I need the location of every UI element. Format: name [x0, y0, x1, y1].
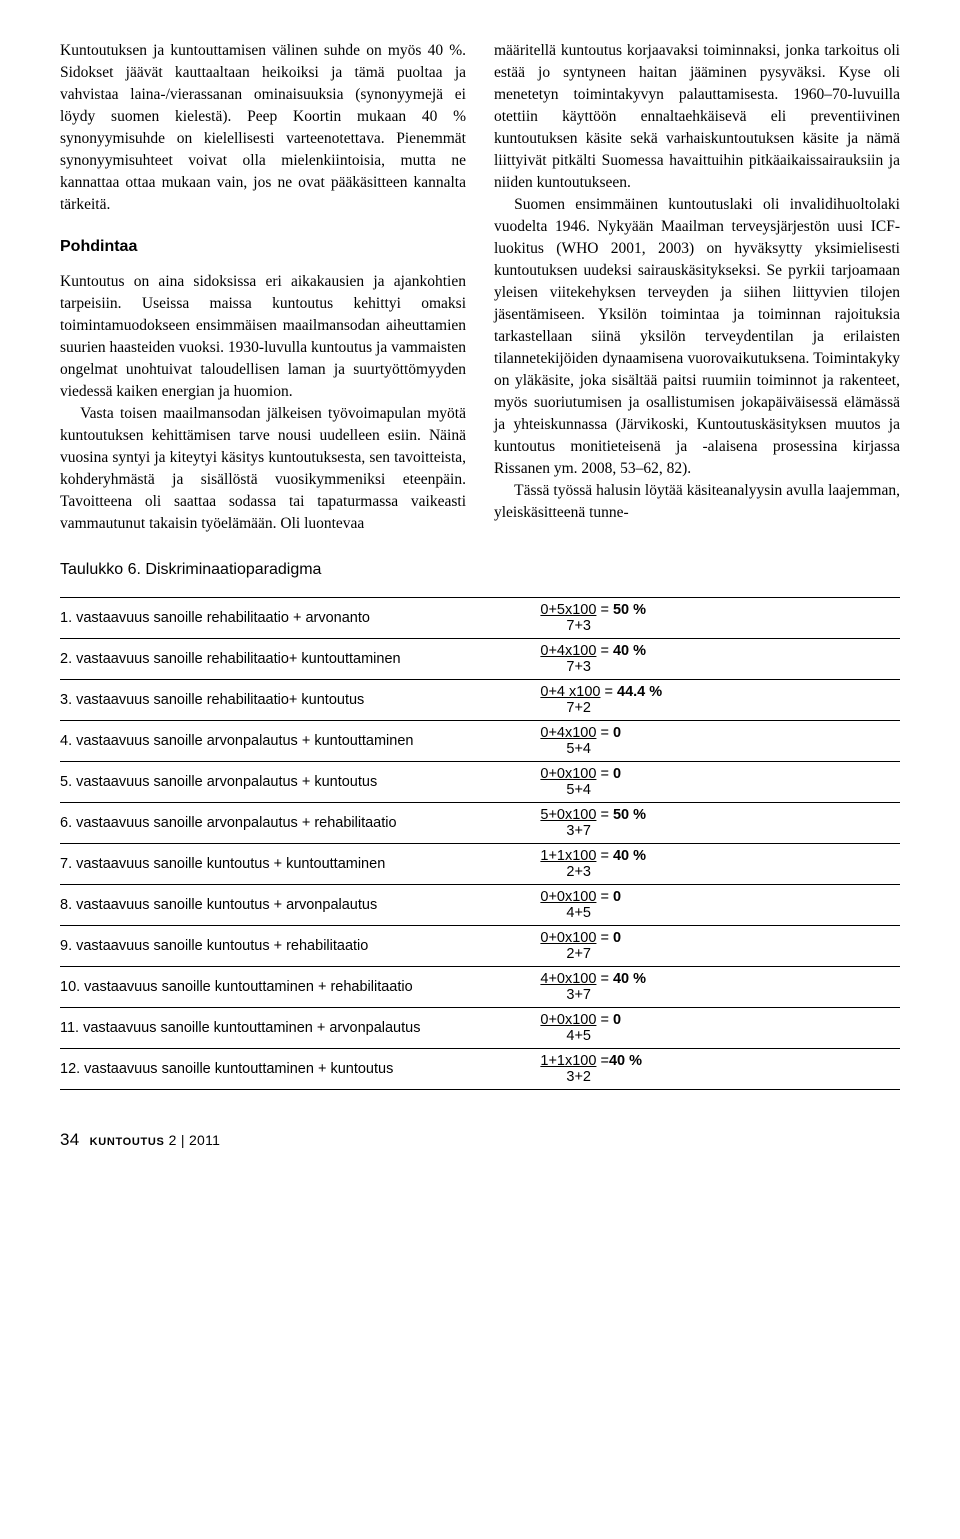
row-formula: 4+0x100 = 40 %3+7 [530, 971, 900, 1003]
table-row: 5. vastaavuus sanoille arvonpalautus + k… [60, 762, 900, 803]
page-footer: 34 KUNTOUTUS 2 | 2011 [60, 1130, 900, 1150]
row-label: 10. vastaavuus sanoille kuntouttaminen +… [60, 971, 530, 1003]
row-formula: 0+4x100 = 40 %7+3 [530, 643, 900, 675]
row-label: 8. vastaavuus sanoille kuntoutus + arvon… [60, 889, 530, 921]
page-container: Kuntoutuksen ja kuntouttamisen välinen s… [0, 0, 960, 1170]
table-row: 4. vastaavuus sanoille arvonpalautus + k… [60, 721, 900, 762]
table-row: 9. vastaavuus sanoille kuntoutus + rehab… [60, 926, 900, 967]
body-paragraph: Kuntoutuksen ja kuntouttamisen välinen s… [60, 40, 466, 216]
row-label: 6. vastaavuus sanoille arvonpalautus + r… [60, 807, 530, 839]
row-label: 9. vastaavuus sanoille kuntoutus + rehab… [60, 930, 530, 962]
row-formula: 0+4 x100 = 44.4 %7+2 [530, 684, 900, 716]
row-label: 4. vastaavuus sanoille arvonpalautus + k… [60, 725, 530, 757]
row-formula: 0+0x100 = 04+5 [530, 1012, 900, 1044]
row-label: 1. vastaavuus sanoille rehabilitaatio + … [60, 602, 530, 634]
table-row: 3. vastaavuus sanoille rehabilitaatio+ k… [60, 680, 900, 721]
table-title: Taulukko 6. Diskriminaatioparadigma [60, 561, 900, 589]
row-formula: 1+1x100 = 40 %2+3 [530, 848, 900, 880]
row-label: 11. vastaavuus sanoille kuntouttaminen +… [60, 1012, 530, 1044]
issue-info: 2 | 2011 [164, 1132, 220, 1148]
page-number: 34 [60, 1130, 79, 1149]
text-columns: Kuntoutuksen ja kuntouttamisen välinen s… [60, 40, 900, 535]
row-label: 3. vastaavuus sanoille rehabilitaatio+ k… [60, 684, 530, 716]
row-formula: 1+1x100 =40 %3+2 [530, 1053, 900, 1085]
row-formula: 0+4x100 = 05+4 [530, 725, 900, 757]
table-row: 11. vastaavuus sanoille kuntouttaminen +… [60, 1008, 900, 1049]
body-paragraph: määritellä kuntoutus korjaavaksi toiminn… [494, 40, 900, 194]
table-row: 1. vastaavuus sanoille rehabilitaatio + … [60, 598, 900, 639]
row-label: 12. vastaavuus sanoille kuntouttaminen +… [60, 1053, 530, 1085]
table-row: 8. vastaavuus sanoille kuntoutus + arvon… [60, 885, 900, 926]
journal-name: KUNTOUTUS [90, 1136, 165, 1148]
table-row: 6. vastaavuus sanoille arvonpalautus + r… [60, 803, 900, 844]
row-formula: 0+0x100 = 02+7 [530, 930, 900, 962]
right-column: määritellä kuntoutus korjaavaksi toiminn… [494, 40, 900, 535]
table-row: 7. vastaavuus sanoille kuntoutus + kunto… [60, 844, 900, 885]
body-paragraph: Tässä työssä halusin löytää käsiteanalyy… [494, 480, 900, 524]
section-heading: Pohdintaa [60, 236, 466, 259]
discrimination-table: 1. vastaavuus sanoille rehabilitaatio + … [60, 597, 900, 1090]
row-label: 7. vastaavuus sanoille kuntoutus + kunto… [60, 848, 530, 880]
left-column: Kuntoutuksen ja kuntouttamisen välinen s… [60, 40, 466, 535]
row-formula: 0+5x100 = 50 %7+3 [530, 602, 900, 634]
body-paragraph: Suomen ensimmäinen kuntoutuslaki oli inv… [494, 194, 900, 480]
row-formula: 0+0x100 = 05+4 [530, 766, 900, 798]
table-row: 12. vastaavuus sanoille kuntouttaminen +… [60, 1049, 900, 1089]
table-row: 2. vastaavuus sanoille rehabilitaatio+ k… [60, 639, 900, 680]
row-label: 5. vastaavuus sanoille arvonpalautus + k… [60, 766, 530, 798]
table-row: 10. vastaavuus sanoille kuntouttaminen +… [60, 967, 900, 1008]
row-formula: 0+0x100 = 04+5 [530, 889, 900, 921]
row-label: 2. vastaavuus sanoille rehabilitaatio+ k… [60, 643, 530, 675]
body-paragraph: Vasta toisen maailmansodan jälkeisen työ… [60, 403, 466, 535]
row-formula: 5+0x100 = 50 %3+7 [530, 807, 900, 839]
body-paragraph: Kuntoutus on aina sidoksissa eri aikakau… [60, 271, 466, 403]
